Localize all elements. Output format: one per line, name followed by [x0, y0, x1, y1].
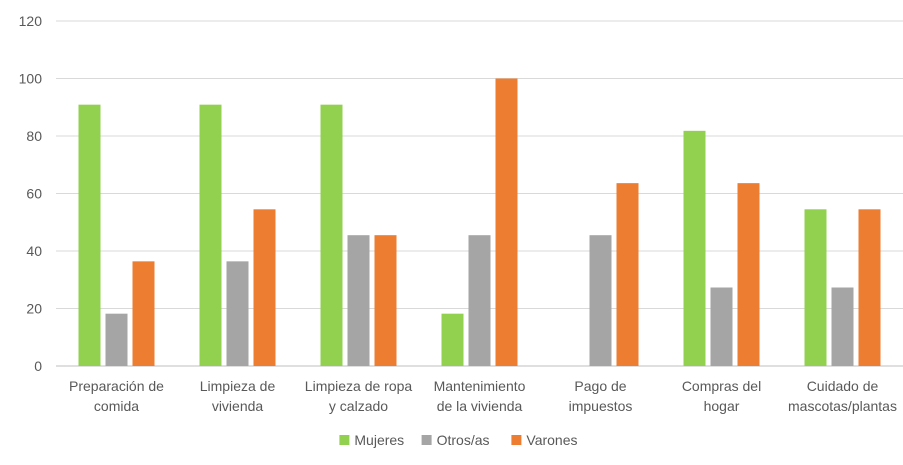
- bar-varones-1: [132, 261, 155, 366]
- legend-swatch-otros-as: [421, 435, 432, 445]
- legend: Mujeres Otros/as Varones: [339, 432, 578, 448]
- y-tick-label: 120: [19, 13, 43, 29]
- bars: [78, 78, 881, 366]
- y-tick-label: 80: [26, 128, 42, 144]
- y-tick-label: 20: [26, 301, 42, 317]
- bar-mujeres-1: [78, 104, 101, 366]
- bar-varones-7: [858, 209, 881, 366]
- bar-varones-2: [253, 209, 276, 366]
- bar-otros-as-5: [589, 235, 612, 366]
- legend-swatch-varones: [511, 435, 522, 445]
- x-category-label: Mantenimiento de la vivienda: [434, 378, 526, 414]
- bar-varones-5: [616, 183, 639, 366]
- legend-swatch-mujeres: [339, 435, 350, 445]
- y-tick-label: 40: [26, 243, 42, 259]
- bar-otros-as-6: [710, 287, 733, 366]
- bar-mujeres-2: [199, 104, 222, 366]
- x-axis: Preparación de comida Limpieza de vivienda L…: [69, 378, 897, 414]
- bar-otros-as-3: [347, 235, 370, 366]
- legend-label: Mujeres: [354, 432, 404, 448]
- bar-otros-as-7: [831, 287, 854, 366]
- y-tick-label: 100: [19, 71, 43, 87]
- x-category-label: Cuidado de mascotas/plantas: [788, 378, 897, 414]
- x-category-label: Pago de impuestos: [569, 378, 633, 414]
- x-category-label: Limpieza de vivienda: [200, 378, 276, 414]
- y-tick-label: 60: [26, 186, 42, 202]
- x-category-label: Limpieza de ropa y calzado: [305, 378, 413, 414]
- legend-label: Otros/as: [437, 432, 490, 448]
- bar-varones-4: [495, 78, 518, 366]
- x-category-label: Preparación de comida: [69, 378, 164, 414]
- legend-label: Varones: [526, 432, 577, 448]
- bar-varones-3: [374, 235, 397, 366]
- bar-varones-6: [737, 183, 760, 366]
- y-tick-label: 0: [34, 358, 42, 374]
- bar-mujeres-7: [804, 209, 827, 366]
- y-axis: 0 20 40 60 80 100 120: [19, 13, 43, 374]
- bar-otros-as-1: [105, 313, 128, 366]
- bar-otros-as-4: [468, 235, 491, 366]
- x-category-label: Compras del hogar: [682, 378, 761, 414]
- bar-mujeres-6: [683, 130, 706, 366]
- bar-mujeres-4: [441, 313, 464, 366]
- bar-mujeres-3: [320, 104, 343, 366]
- bar-otros-as-2: [226, 261, 249, 366]
